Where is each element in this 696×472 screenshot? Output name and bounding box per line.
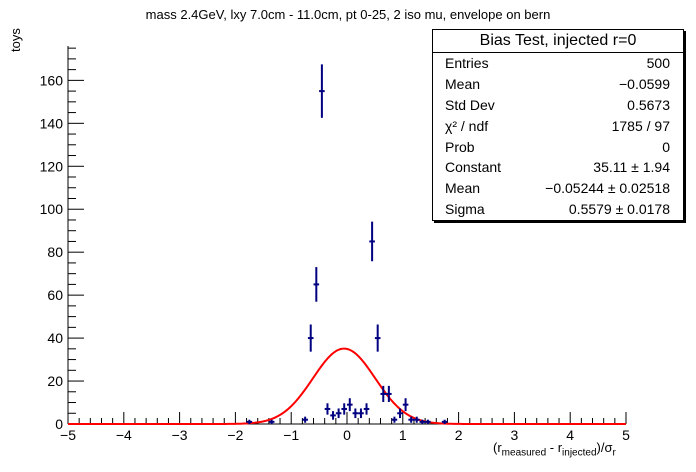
data-point <box>330 411 336 420</box>
chart-title: mass 2.4GeV, lxy 7.0cm - 11.0cm, pt 0-25… <box>145 7 551 22</box>
x-label-part: - r <box>546 440 563 455</box>
stats-value: −0.05244 ± 0.02518 <box>545 180 670 197</box>
y-tick-label: 140 <box>40 115 64 131</box>
stats-label: Std Dev <box>445 96 495 113</box>
stats-value: −0.0599 <box>619 75 670 92</box>
stats-value: 500 <box>646 55 670 71</box>
data-point <box>425 419 431 424</box>
x-tick-label: 2 <box>455 427 463 443</box>
data-point <box>335 408 342 419</box>
data-point <box>369 221 375 262</box>
x-label-sub: r <box>612 447 616 459</box>
data-point <box>386 385 392 402</box>
data-point <box>246 419 253 424</box>
y-tick-label: 80 <box>47 244 63 260</box>
y-tick-label: 60 <box>47 287 63 303</box>
x-tick-label: −4 <box>116 427 132 443</box>
x-tick-label: 4 <box>566 427 574 443</box>
y-tick-label: 100 <box>40 201 64 217</box>
stats-label: χ² / ndf <box>445 117 489 134</box>
stats-label: Constant <box>445 159 502 176</box>
y-tick-label: 20 <box>47 373 63 389</box>
stats-label: Entries <box>445 55 489 71</box>
data-point <box>341 403 347 415</box>
stats-value: 1785 / 97 <box>611 117 670 134</box>
y-tick-label: 40 <box>47 330 63 346</box>
stats-label: Mean <box>445 180 481 197</box>
data-point <box>319 64 325 118</box>
data-point <box>413 416 420 423</box>
stats-box-title: Bias Test, injected r=0 <box>433 30 683 53</box>
data-point <box>402 398 409 412</box>
stats-row: Std Dev 0.5673 <box>433 95 683 116</box>
data-point <box>313 267 320 302</box>
x-tick-label: 5 <box>622 427 630 443</box>
data-point <box>374 324 381 352</box>
fit-curve-group <box>68 347 626 425</box>
data-point <box>307 324 314 352</box>
data-point <box>397 408 403 419</box>
stats-row: χ² / ndf 1785 / 97 <box>433 116 683 137</box>
stats-row: Entries 500 <box>433 53 683 74</box>
stats-label: Mean <box>445 75 481 92</box>
stats-value: 35.11 ± 1.94 <box>593 159 670 176</box>
x-tick-label: −1 <box>283 427 299 443</box>
x-tick-label: 0 <box>343 427 351 443</box>
stats-box: Bias Test, injected r=0 Entries 500 Mean −0… <box>432 29 684 221</box>
x-tick-label: −5 <box>60 427 76 443</box>
data-point <box>302 416 308 423</box>
x-axis-label: (rmeasured - rinjected)/σr <box>493 440 616 459</box>
data-point <box>363 403 370 415</box>
x-tick-label: 3 <box>511 427 519 443</box>
y-axis-label: toys <box>8 28 23 52</box>
data-point <box>391 416 398 423</box>
data-point <box>347 398 353 412</box>
x-tick-label: 1 <box>399 427 407 443</box>
data-point <box>352 408 359 419</box>
stats-value: 0.5673 <box>627 96 670 113</box>
data-point <box>324 403 331 415</box>
data-point <box>380 385 387 402</box>
y-tick-label: 0 <box>55 416 63 432</box>
data-point <box>441 419 448 424</box>
data-point <box>408 416 414 423</box>
x-label-part: )/σ <box>596 440 613 455</box>
stats-row: Constant 35.11 ± 1.94 <box>433 157 683 178</box>
x-tick-label: −3 <box>172 427 188 443</box>
stats-row: Prob 0 <box>433 137 683 158</box>
x-label-part: (r <box>493 440 502 455</box>
data-point <box>419 419 426 424</box>
y-tick-label: 160 <box>40 72 64 88</box>
stats-box-rows: Entries 500 Mean −0.0599 Std Dev 0.5673 χ² / n… <box>433 53 683 220</box>
stats-row: Sigma 0.5579 ± 0.0178 <box>433 199 683 220</box>
stats-row: Mean −0.05244 ± 0.02518 <box>433 178 683 199</box>
stats-label: Sigma <box>445 201 485 218</box>
stats-value: 0.5579 ± 0.0178 <box>568 201 670 218</box>
y-tick-label: 120 <box>40 158 64 174</box>
stats-value: 0 <box>662 138 670 155</box>
data-point <box>358 408 364 419</box>
x-label-sub: injected <box>562 447 597 459</box>
fit-curve <box>68 347 626 425</box>
stats-label: Prob <box>445 138 475 155</box>
x-label-sub: measured <box>501 447 547 459</box>
data-point <box>268 419 275 424</box>
stats-row: Mean −0.0599 <box>433 74 683 95</box>
axes: −5 −4 −3 −2 −1 0 1 2 3 4 5 0 20 40 60 80 100 120 140 160 <box>40 46 630 443</box>
histogram-points <box>246 64 448 424</box>
x-tick-label: −2 <box>227 427 243 443</box>
